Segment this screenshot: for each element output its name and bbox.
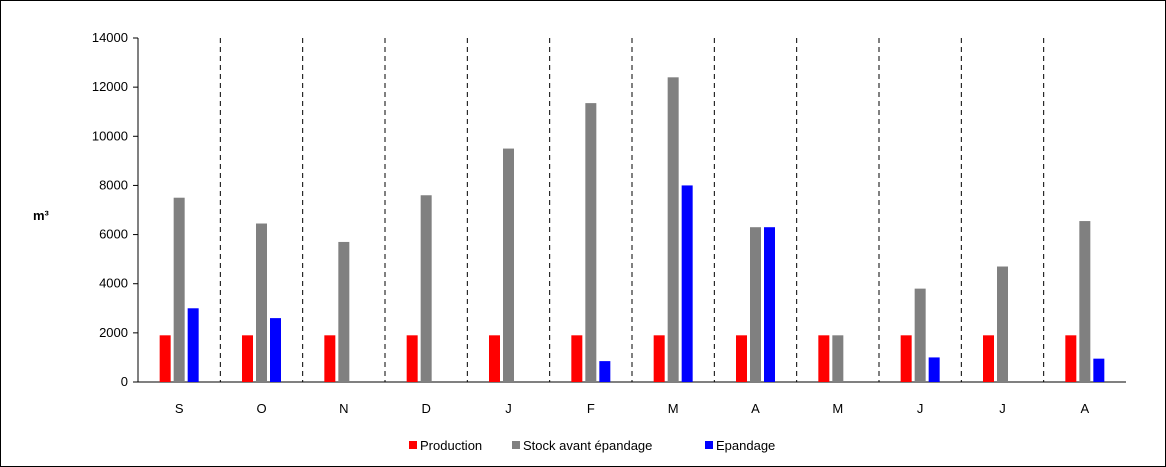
y-tick-label: 6000 — [99, 227, 128, 242]
bar-stock-avant-pandage-11 — [1079, 221, 1091, 382]
bar-production-4 — [489, 335, 500, 382]
x-tick-label: J — [999, 401, 1006, 416]
x-tick-label: S — [175, 401, 184, 416]
bar-stock-avant-pandage-9 — [914, 288, 926, 382]
y-tick-label: 12000 — [92, 79, 128, 94]
x-tick-label: J — [917, 401, 924, 416]
bar-stock-avant-pandage-1 — [256, 223, 267, 382]
x-tick-label: M — [668, 401, 679, 416]
x-tick-label: A — [1080, 401, 1089, 416]
bar-stock-avant-pandage-0 — [173, 197, 185, 382]
category-separators — [219, 38, 1045, 382]
bar-production-9 — [900, 335, 912, 382]
x-tick-label: F — [587, 401, 595, 416]
bar-epandage-1 — [270, 318, 281, 382]
bar-production-5 — [571, 335, 583, 382]
bar-epandage-6 — [681, 185, 693, 382]
legend-swatch-0 — [409, 441, 417, 449]
bar-production-3 — [406, 335, 418, 382]
bar-stock-avant-pandage-7 — [750, 227, 761, 382]
bars — [159, 77, 1105, 383]
y-tick-label: 8000 — [99, 177, 128, 192]
legend-swatch-2 — [705, 441, 713, 449]
bar-epandage-0 — [187, 308, 199, 382]
x-tick-label: M — [832, 401, 843, 416]
bar-production-8 — [818, 335, 830, 382]
legend-swatch-1 — [512, 441, 520, 449]
x-tick-label: D — [421, 401, 430, 416]
x-tick-label: O — [256, 401, 266, 416]
y-tick-label: 10000 — [92, 128, 128, 143]
legend-label-2: Epandage — [716, 438, 775, 453]
bar-production-6 — [653, 335, 665, 382]
bar-production-1 — [242, 335, 253, 382]
bar-stock-avant-pandage-3 — [420, 195, 432, 382]
legend-label-1: Stock avant épandage — [523, 438, 652, 453]
bar-production-10 — [983, 335, 994, 382]
bar-production-0 — [159, 335, 171, 382]
bar-stock-avant-pandage-10 — [997, 266, 1008, 382]
y-tick-label: 2000 — [99, 325, 128, 340]
bar-stock-avant-pandage-5 — [585, 103, 597, 382]
y-tick-label: 0 — [121, 374, 128, 389]
bar-production-7 — [736, 335, 747, 382]
bar-stock-avant-pandage-6 — [667, 77, 679, 383]
x-tick-label: J — [505, 401, 512, 416]
x-tick-label: A — [751, 401, 760, 416]
bar-stock-avant-pandage-2 — [338, 241, 350, 382]
bar-production-11 — [1065, 335, 1077, 382]
x-tick-label: N — [339, 401, 348, 416]
bar-stock-avant-pandage-8 — [832, 335, 844, 382]
y-axis-label: m³ — [33, 208, 50, 223]
bar-production-2 — [324, 335, 336, 382]
bar-epandage-5 — [599, 361, 611, 382]
bar-epandage-7 — [764, 227, 775, 382]
bar-epandage-9 — [928, 357, 940, 382]
bar-stock-avant-pandage-4 — [503, 148, 514, 382]
legend: Production Stock avant épandage Epandage — [409, 438, 775, 453]
y-tick-label: 4000 — [99, 276, 128, 291]
y-ticks: 0 2000 4000 6000 8000 10000 12000 14000 — [92, 30, 138, 389]
legend-label-0: Production — [420, 438, 482, 453]
y-tick-label: 14000 — [92, 30, 128, 45]
bar-epandage-11 — [1093, 358, 1105, 382]
